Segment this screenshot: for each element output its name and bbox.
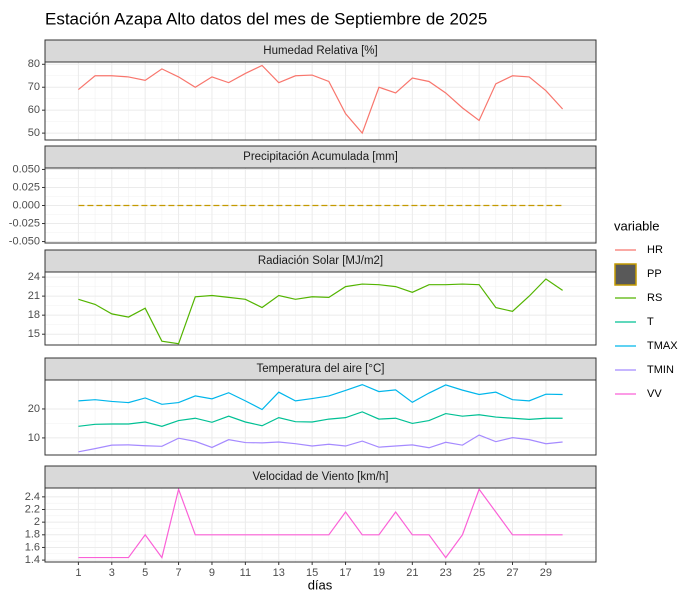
y-tick-label: 18 [28, 309, 40, 321]
y-tick-label: 10 [28, 432, 40, 444]
x-tick-label: 1 [75, 567, 81, 579]
x-tick-label: 5 [142, 567, 148, 579]
series-line [78, 487, 563, 559]
x-tick-label: 7 [176, 567, 182, 579]
panel-background [45, 272, 596, 345]
x-tick-label: 9 [209, 567, 215, 579]
series-line [78, 64, 564, 135]
x-tick-label: 29 [540, 567, 552, 579]
y-tick-label: 50 [28, 127, 40, 139]
y-tick-label: 1.8 [25, 529, 40, 541]
x-tick-label: 23 [440, 567, 452, 579]
y-tick-label: 2.4 [25, 491, 40, 503]
y-tick-label: 15 [28, 328, 40, 340]
legend-key [614, 263, 637, 286]
strip-label: Precipitación Acumulada [mm] [243, 151, 398, 163]
y-tick-label: -0.025 [9, 217, 40, 229]
strip-background [44, 465, 597, 489]
x-tick-label: 25 [473, 567, 485, 579]
legend-label: T [647, 316, 654, 328]
x-tick-label: 17 [339, 567, 351, 579]
y-tick-label: 80 [28, 58, 40, 70]
y-tick-label: 2.2 [25, 503, 40, 515]
y-tick-label: 1.6 [25, 541, 40, 553]
series-line [78, 383, 563, 411]
strip-background [44, 249, 597, 273]
y-tick-label: 0.000 [12, 199, 40, 211]
strip-background [44, 145, 597, 169]
legend-label: HR [647, 244, 663, 256]
chart-title: Estación Azapa Alto datos del mes de Sep… [45, 9, 487, 28]
strip-label: Radiación Solar [MJ/m2] [258, 255, 383, 267]
x-tick-label: 15 [306, 567, 318, 579]
series-line [78, 434, 563, 453]
y-tick-label: 2 [34, 516, 40, 528]
x-tick-label: 27 [506, 567, 518, 579]
y-tick-label: 0.025 [12, 181, 40, 193]
panel-background [45, 62, 596, 140]
y-tick-label: 0.050 [12, 163, 40, 175]
series-line [78, 278, 563, 345]
y-tick-label: 70 [28, 81, 40, 93]
strip-background [44, 357, 597, 381]
panel-background [45, 488, 596, 562]
legend-label: VV [647, 388, 662, 400]
legend-label: PP [647, 268, 662, 280]
legend-label: RS [647, 292, 662, 304]
x-tick-label: 3 [109, 567, 115, 579]
strip-background [44, 39, 597, 63]
x-tick-label: 19 [373, 567, 385, 579]
panel-background [45, 380, 596, 455]
x-axis-title: días [308, 577, 333, 591]
y-tick-label: 21 [28, 290, 40, 302]
legend-title: variable [614, 218, 660, 233]
x-tick-label: 13 [273, 567, 285, 579]
strip-label: Velocidad de Viento [km/h] [253, 471, 389, 483]
series-line [78, 411, 563, 427]
y-tick-label: 1.4 [25, 554, 40, 566]
y-tick-label: 24 [28, 271, 40, 283]
legend-label: TMIN [647, 364, 674, 376]
strip-label: Temperatura del aire [°C] [257, 363, 385, 375]
x-tick-label: 21 [406, 567, 418, 579]
legend-label: TMAX [647, 340, 678, 352]
y-tick-label: 20 [28, 403, 40, 415]
y-tick-label: -0.050 [9, 235, 40, 247]
y-tick-label: 60 [28, 104, 40, 116]
strip-label: Humedad Relativa [%] [263, 45, 377, 57]
x-tick-label: 11 [240, 567, 251, 579]
